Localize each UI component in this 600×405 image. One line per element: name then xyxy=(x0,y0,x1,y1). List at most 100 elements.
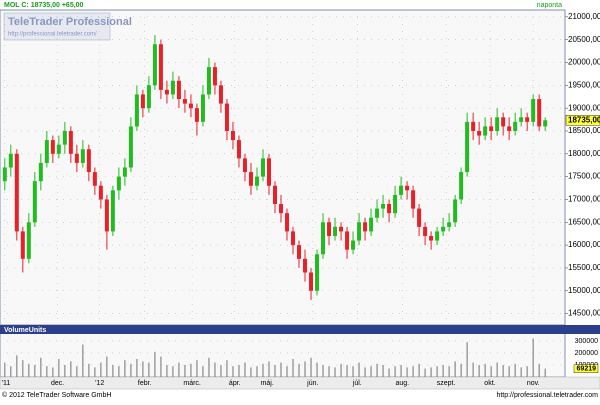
watermark-box xyxy=(3,12,111,41)
footer-left: © 2012 TeleTrader Software GmbH xyxy=(2,391,111,399)
x-tick-label: máj. xyxy=(261,380,274,387)
candle-body xyxy=(86,149,91,173)
candle-body xyxy=(50,140,55,154)
candle-body xyxy=(224,103,229,131)
candle-body xyxy=(405,185,410,191)
candle-body xyxy=(200,94,205,122)
candle-body xyxy=(447,222,452,227)
candle-body xyxy=(387,204,392,214)
y-tick-label: 16500,00 xyxy=(568,217,600,226)
footer-right: http://professional.teletrader.com xyxy=(496,392,598,399)
candle-body xyxy=(152,44,157,86)
chart-title: MOL C: 18735,00 +65,00 xyxy=(4,2,84,9)
candle-body xyxy=(116,176,121,191)
candle-body xyxy=(44,140,49,163)
y-tick-label: 300000 xyxy=(575,338,598,345)
candle-body xyxy=(140,94,145,109)
candle-body xyxy=(339,226,344,232)
candle-body xyxy=(248,172,253,186)
candle-body xyxy=(122,167,127,177)
last-price-box xyxy=(565,115,600,126)
candle-body xyxy=(170,80,175,95)
y-tick-label: 19000,00 xyxy=(568,103,600,112)
candle-body xyxy=(423,226,428,236)
watermark-title: TeleTrader Professional xyxy=(8,16,132,28)
candle-body xyxy=(495,117,500,131)
candle-body xyxy=(483,126,488,136)
candle-body xyxy=(176,80,181,100)
candle-body xyxy=(285,213,290,232)
candle-body xyxy=(260,158,265,177)
x-tick-label: júl. xyxy=(352,380,362,387)
candle-body xyxy=(531,99,536,122)
candle-body xyxy=(128,126,133,168)
watermark-url: http://professional.teletrader.com/ xyxy=(8,32,97,38)
y-tick-label: 16000,00 xyxy=(568,240,600,249)
candle-body xyxy=(266,158,271,186)
last-price-label: 18735,00 xyxy=(568,115,600,124)
candle-body xyxy=(242,158,247,173)
candle-body xyxy=(489,126,494,131)
volume-header xyxy=(0,325,600,334)
last-volume-box xyxy=(573,364,599,373)
candle-body xyxy=(158,44,163,90)
candle-body xyxy=(501,117,506,127)
candle-body xyxy=(291,231,296,246)
candle-body xyxy=(429,235,434,241)
candle-body xyxy=(14,153,19,232)
candle-body xyxy=(212,67,217,86)
candle-body xyxy=(417,208,422,227)
volume-title: VolumeUnits xyxy=(4,327,46,334)
candle-body xyxy=(477,130,482,136)
x-tick-label: márc. xyxy=(183,380,201,387)
candle-body xyxy=(32,181,37,223)
y-tick-label: 17500,00 xyxy=(568,172,600,181)
candle-body xyxy=(98,185,103,200)
candle-body xyxy=(453,199,458,223)
candle-body xyxy=(375,208,380,218)
y-tick-label: 18500,00 xyxy=(568,126,600,135)
candle-body xyxy=(80,149,85,163)
candle-body xyxy=(297,245,302,259)
candle-body xyxy=(92,172,97,186)
y-tick-label: 14500,00 xyxy=(568,309,600,318)
last-volume-label: 69219 xyxy=(577,366,597,373)
x-tick-label: aug. xyxy=(395,380,409,387)
candle-body xyxy=(309,272,314,291)
candle-body xyxy=(519,117,524,122)
x-tick-label: '12 xyxy=(95,380,104,387)
x-tick-label: dec. xyxy=(51,380,64,387)
candle-body xyxy=(459,172,464,200)
candle-body xyxy=(74,153,79,163)
candle-body xyxy=(351,240,356,250)
candle-body xyxy=(399,185,404,195)
candle-body xyxy=(507,126,512,131)
candle-body xyxy=(218,85,223,104)
candle-body xyxy=(278,204,283,214)
candle-body xyxy=(68,130,73,154)
candle-body xyxy=(194,108,199,122)
candle-body xyxy=(20,231,25,259)
candle-body xyxy=(381,204,386,209)
y-tick-label: 17000,00 xyxy=(568,195,600,204)
candle-body xyxy=(8,153,13,168)
candle-body xyxy=(393,194,398,214)
candle-body xyxy=(182,99,187,104)
candle-body xyxy=(369,217,374,232)
candle-body xyxy=(537,99,542,127)
y-tick-label: 15000,00 xyxy=(568,286,600,295)
candle-body xyxy=(471,121,476,131)
candle-body xyxy=(26,222,31,259)
candle-body xyxy=(357,222,362,241)
candle-body xyxy=(345,231,350,250)
x-tick-label: okt. xyxy=(484,380,495,387)
candle-body xyxy=(543,120,548,127)
candle-body xyxy=(327,222,332,236)
y-tick-label: 18000,00 xyxy=(568,149,600,158)
candle-body xyxy=(104,199,109,232)
candle-body xyxy=(465,121,470,173)
candle-body xyxy=(230,130,235,141)
candle-body xyxy=(435,231,440,241)
y-tick-label: 200000 xyxy=(575,350,598,357)
